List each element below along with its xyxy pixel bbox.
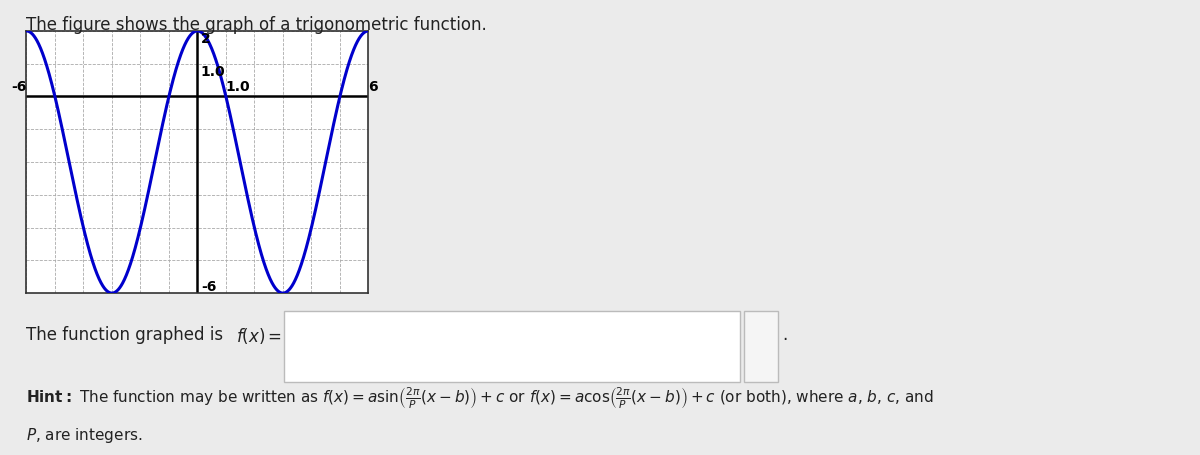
Text: ■: ■: [767, 345, 772, 349]
Text: -6: -6: [200, 279, 216, 293]
Text: ■: ■: [767, 343, 772, 347]
Text: 2: 2: [200, 32, 210, 46]
Text: $f(x) =$: $f(x) =$: [236, 325, 282, 345]
Text: The function graphed is: The function graphed is: [26, 325, 229, 343]
Text: 6: 6: [368, 79, 378, 93]
Text: ■: ■: [750, 345, 755, 349]
Text: ■: ■: [758, 343, 763, 347]
Text: ■: ■: [758, 347, 763, 351]
Text: 1.0: 1.0: [226, 79, 251, 93]
Text: ■: ■: [758, 345, 763, 349]
Text: 1.0: 1.0: [200, 65, 226, 79]
Text: ■: ■: [767, 347, 772, 351]
Text: ■: ■: [750, 347, 755, 351]
Text: The figure shows the graph of a trigonometric function.: The figure shows the graph of a trigonom…: [26, 16, 487, 34]
Text: ■: ■: [750, 343, 755, 347]
Text: -6: -6: [11, 79, 26, 93]
Text: .: .: [782, 325, 787, 343]
Text: $\mathbf{Hint:}$ The function may be written as $f(x) = a\sin\!\left(\frac{2\pi}: $\mathbf{Hint:}$ The function may be wri…: [26, 384, 934, 410]
Text: $P$, are integers.: $P$, are integers.: [26, 425, 143, 445]
